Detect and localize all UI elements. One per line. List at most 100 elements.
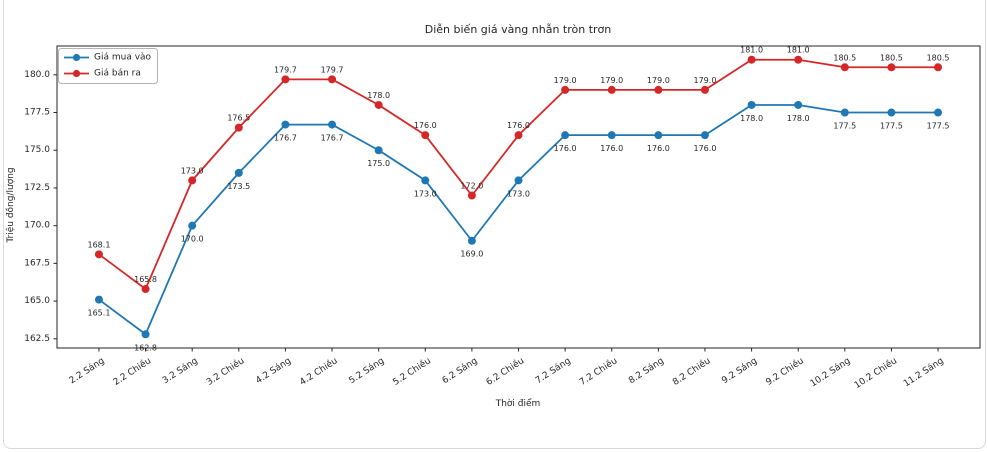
data-point-label: 177.5 xyxy=(880,122,903,131)
chart-title: Diễn biến giá vàng nhẫn tròn trơn xyxy=(425,23,612,36)
data-point xyxy=(747,55,756,64)
x-tick-label: 9.2 Sáng xyxy=(720,356,759,386)
data-point xyxy=(607,85,616,94)
x-tick-label: 5.2 Chiều xyxy=(391,355,433,388)
data-point-label: 168.1 xyxy=(88,240,111,249)
data-point xyxy=(421,176,430,185)
data-point-label: 179.0 xyxy=(647,76,670,85)
data-point-label: 177.5 xyxy=(927,122,950,131)
x-tick-label: 3.2 Sáng xyxy=(161,356,200,386)
data-point xyxy=(654,131,663,140)
data-point-label: 176.0 xyxy=(554,144,577,153)
legend: Giá mua vào Giá bán ra xyxy=(58,48,158,84)
x-tick-label: 10.2 Sáng xyxy=(809,356,853,389)
data-point xyxy=(188,221,197,230)
data-point-label: 178.0 xyxy=(740,114,763,123)
data-point xyxy=(514,131,523,140)
data-point xyxy=(887,63,896,72)
data-point xyxy=(374,146,383,155)
data-point xyxy=(934,63,943,72)
data-point-label: 175.0 xyxy=(367,159,390,168)
data-point-label: 180.5 xyxy=(880,53,903,62)
data-point-label: 176.0 xyxy=(694,144,717,153)
x-tick-label: 8.2 Chiều xyxy=(671,355,713,388)
data-point xyxy=(840,63,849,72)
data-point xyxy=(281,75,290,84)
data-point-label: 176.5 xyxy=(227,114,250,123)
y-tick-label: 162.5 xyxy=(24,334,50,344)
series-line xyxy=(98,104,939,336)
data-point-label: 176.7 xyxy=(274,134,297,143)
data-point-label: 179.0 xyxy=(554,76,577,85)
data-point xyxy=(467,191,476,200)
data-point xyxy=(94,250,103,259)
x-tick-label: 3.2 Chiều xyxy=(204,355,246,388)
legend-item: Giá bán ra xyxy=(64,69,141,79)
data-point xyxy=(421,131,430,140)
x-tick-label: 10.2 Chiều xyxy=(852,355,899,391)
data-point xyxy=(700,131,709,140)
data-point-label: 162.8 xyxy=(134,343,157,352)
legend-marker-icon xyxy=(72,53,81,62)
x-tick-label: 5.2 Sáng xyxy=(347,356,386,386)
data-point-label: 178.0 xyxy=(367,91,390,100)
data-point xyxy=(747,100,756,109)
data-point xyxy=(467,236,476,245)
data-point xyxy=(561,85,570,94)
y-axis-label: Triệu đồng/lượng xyxy=(5,167,16,243)
data-point-label: 178.0 xyxy=(787,114,810,123)
data-point xyxy=(840,108,849,117)
data-point xyxy=(607,131,616,140)
legend-label: Giá bán ra xyxy=(94,69,141,79)
data-point-label: 179.0 xyxy=(600,76,623,85)
data-point-label: 179.7 xyxy=(321,65,344,74)
x-tick-label: 7.2 Chiều xyxy=(577,355,619,388)
data-point-label: 179.0 xyxy=(694,76,717,85)
data-point xyxy=(234,168,243,177)
data-point-label: 170.0 xyxy=(181,235,204,244)
data-point-label: 172.0 xyxy=(460,181,483,190)
data-point xyxy=(328,75,337,84)
data-point-label: 173.5 xyxy=(227,182,250,191)
data-point xyxy=(94,295,103,304)
data-point-label: 181.0 xyxy=(740,46,763,55)
y-tick-label: 177.5 xyxy=(24,108,50,118)
data-point-label: 176.0 xyxy=(600,144,623,153)
x-tick-label: 4.2 Chiều xyxy=(298,355,340,388)
x-tick-label: 6.2 Sáng xyxy=(441,356,480,386)
data-point xyxy=(328,120,337,129)
data-point xyxy=(141,330,150,339)
y-tick-label: 167.5 xyxy=(24,258,50,268)
legend-marker-icon xyxy=(72,69,81,78)
data-point-label: 181.0 xyxy=(787,46,810,55)
data-point-label: 173.0 xyxy=(507,189,530,198)
data-point xyxy=(654,85,663,94)
data-point-label: 180.5 xyxy=(927,53,950,62)
data-point-label: 176.0 xyxy=(647,144,670,153)
data-point-label: 173.0 xyxy=(414,189,437,198)
data-point xyxy=(700,85,709,94)
data-point-label: 169.0 xyxy=(460,250,483,259)
data-point-label: 176.7 xyxy=(321,134,344,143)
y-tick-label: 180.0 xyxy=(24,70,50,80)
data-point xyxy=(281,120,290,129)
data-point-label: 179.7 xyxy=(274,65,297,74)
plot-area: 162.5 165.0 167.5 170.0 172.5 175.0 177.5 180.0… xyxy=(24,45,981,391)
x-tick-label: 4.2 Sáng xyxy=(254,356,293,386)
data-point-label: 177.5 xyxy=(833,122,856,131)
data-point xyxy=(188,176,197,185)
data-point xyxy=(794,100,803,109)
data-point-label: 176.0 xyxy=(414,121,437,130)
data-point-label: 165.8 xyxy=(134,275,157,284)
legend-label: Giá mua vào xyxy=(94,53,152,63)
x-tick-label: 8.2 Sáng xyxy=(627,356,666,386)
data-point xyxy=(794,55,803,64)
data-point xyxy=(887,108,896,117)
series-line xyxy=(98,58,939,290)
x-tick-label: 2.2 Sáng xyxy=(68,356,107,386)
data-point-label: 180.5 xyxy=(833,53,856,62)
data-point xyxy=(234,123,243,132)
figure-card xyxy=(3,0,986,449)
